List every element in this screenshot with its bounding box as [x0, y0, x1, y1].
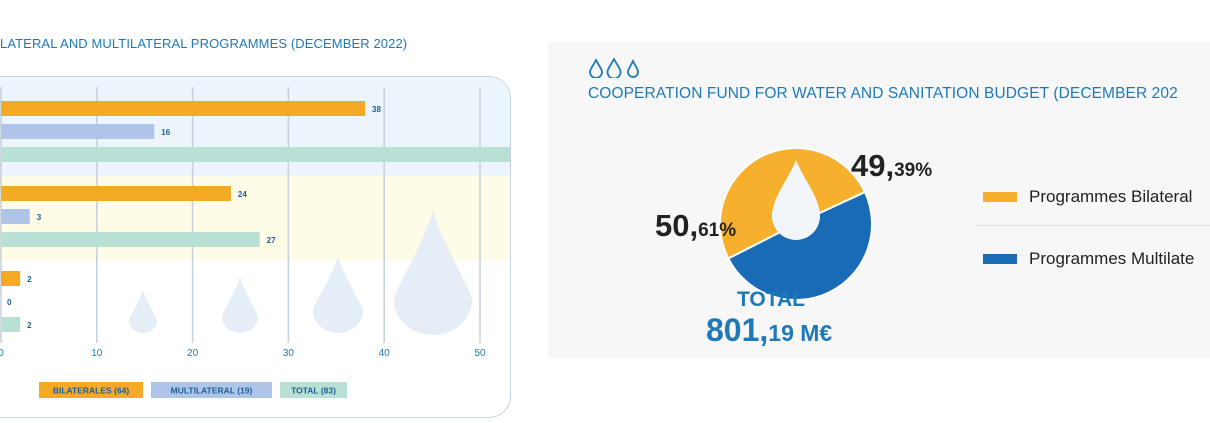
bar	[1, 124, 155, 139]
legend-label-bilateral: Programmes Bilateral	[1029, 187, 1193, 206]
bar	[1, 101, 366, 116]
bar	[1, 317, 21, 332]
legend-swatch	[39, 382, 143, 398]
pie-label-multilateral: 49,39%	[851, 148, 933, 183]
bar-value-label: 2	[27, 275, 32, 284]
bar	[1, 186, 231, 201]
bar-value-label: 3	[37, 213, 42, 222]
bar-value-label: 38	[372, 105, 381, 114]
legend-item-bilateral: Programmes Bilateral	[983, 187, 1192, 207]
legend-label-multilateral: Programmes Multilate	[1029, 249, 1195, 268]
bar-chart-panel: 0102030405038165424327202BILATERALES (64…	[0, 76, 511, 418]
total-label: TOTAL	[736, 288, 806, 311]
bar-value-label: 16	[161, 128, 170, 137]
bar	[1, 232, 260, 247]
water-drop-icon	[772, 160, 820, 240]
water-drop-icon	[129, 290, 157, 333]
bar-value-label: 2	[27, 321, 32, 330]
bar	[1, 209, 30, 224]
legend-label: MULTILATERAL (19)	[171, 386, 253, 396]
bar	[1, 147, 510, 162]
bar	[1, 271, 21, 286]
pie-label-bilateral: 50,61%	[655, 208, 737, 243]
legend-swatch-bilateral	[983, 192, 1017, 202]
legend-divider	[976, 225, 1210, 226]
bar-value-label: 24	[238, 190, 247, 199]
budget-panel	[548, 42, 1210, 358]
x-tick-label: 10	[91, 348, 103, 359]
legend-item-multilateral: Programmes Multilate	[983, 249, 1194, 269]
x-tick-label: 20	[187, 348, 199, 359]
water-drop-icon	[313, 257, 363, 333]
bar-chart: 0102030405038165424327202BILATERALES (64…	[0, 77, 510, 398]
total-value: 801,19 M€	[706, 312, 833, 348]
budget-pie-chart	[719, 147, 873, 301]
water-drop-icon	[222, 277, 258, 333]
x-tick-label: 40	[379, 348, 391, 359]
bar-chart-title: LATERAL AND MULTILATERAL PROGRAMMES (DEC…	[0, 36, 408, 51]
bar-value-label: 0	[7, 298, 12, 307]
legend-swatch	[280, 382, 347, 398]
legend-swatch	[151, 382, 272, 398]
pie-slice	[726, 190, 873, 301]
legend-label: TOTAL (83)	[291, 386, 336, 396]
water-drop-icon	[394, 211, 472, 335]
x-tick-label: 0	[0, 348, 4, 359]
x-tick-label: 30	[283, 348, 295, 359]
budget-chart-title: COOPERATION FUND FOR WATER AND SANITATIO…	[588, 85, 1178, 102]
legend-swatch-multilateral	[983, 254, 1017, 264]
bar-value-label: 27	[267, 236, 276, 245]
water-drops-icon	[589, 58, 639, 78]
x-tick-label: 50	[474, 348, 486, 359]
legend-label: BILATERALES (64)	[53, 386, 130, 396]
